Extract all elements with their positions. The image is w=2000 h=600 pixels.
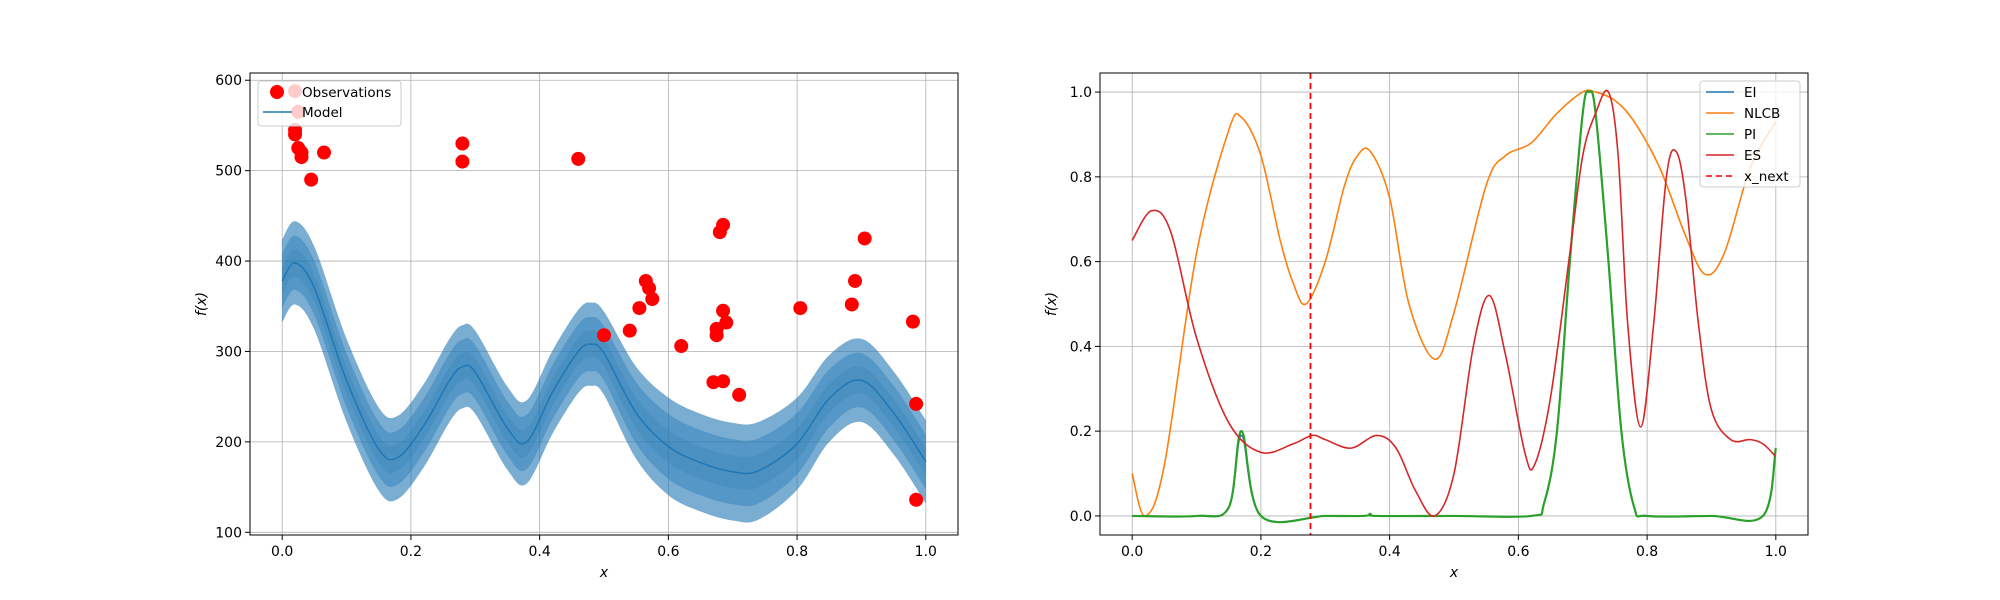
observation-point [455,136,470,151]
observation-point [455,154,470,169]
observation-point [632,301,647,316]
x-tick-label: 0.6 [1507,544,1529,560]
y-tick-label: 200 [215,435,242,451]
legend-label-ei: EI [1744,85,1757,101]
y-axis-label: f(x) [1044,292,1060,316]
series-line-es [1131,89,1777,517]
series-line-nlcb [1131,89,1777,517]
observation-point [317,145,332,160]
observation-point [793,301,808,316]
observation-point [622,323,637,338]
y-axis-label: f(x) [194,292,210,316]
observation-point [294,150,309,165]
x-tick-label: 0.8 [1636,544,1658,560]
model-confidence-band [282,221,926,523]
acquisition-plot: 0.0 0.2 0.4 0.6 0.8 1.0 0.0 0.2 0.4 0.6 0.8 1.0 x f(x… [1044,72,1809,581]
observation-point [304,172,319,187]
observation-point [571,151,586,166]
y-tick-label: 0.2 [1070,424,1092,440]
observation-point [905,314,920,329]
x-tick-label: 0.2 [1250,544,1272,560]
x-tick-label: 0.0 [1121,544,1143,560]
observation-point [597,328,611,343]
series-line-ei [1132,90,1777,523]
plot-area [281,84,927,523]
model-mean-line [281,262,927,475]
x-tick-label: 0.4 [529,544,551,560]
y-tick-label: 400 [215,254,242,270]
legend-label-model: Model [302,105,343,121]
observation-point [716,303,731,318]
gp-model-plot: 0.0 0.2 0.4 0.6 0.8 1.0 100 200 300 400 500 600 x f(x… [194,72,959,581]
x-tick-label: 0.6 [657,544,679,560]
observation-point [909,492,924,507]
legend-label-pi: PI [1744,127,1756,143]
legend-label-nlcb: NLCB [1744,106,1780,122]
plot-area [1131,73,1777,535]
observation-point [645,292,660,307]
legend-box [257,80,402,127]
axes-frame [1099,72,1809,536]
observation-point [719,315,734,330]
x-tick-label: 0.0 [271,544,293,560]
y-tick-label: 0.0 [1070,509,1092,525]
observation-point [909,396,924,411]
x-tick-label: 0.4 [1379,544,1401,560]
x-tick-label: 1.0 [1765,544,1787,560]
observation-point [716,217,731,232]
y-tick-label: 300 [215,344,242,360]
observation-point [844,297,859,312]
observation-point [642,281,657,296]
y-tick-label: 0.4 [1070,339,1092,355]
x-tick-label: 0.2 [400,544,422,560]
observation-point [857,231,872,246]
y-tick-label: 500 [215,164,242,180]
legend-label-observations: Observations [302,85,391,101]
y-tick-label: 1.0 [1070,85,1092,101]
x-tick-label: 1.0 [915,544,937,560]
observation-point [288,127,303,142]
y-tick-label: 0.6 [1070,255,1092,271]
legend-marker-observations [270,85,284,99]
legend-box [1699,80,1801,188]
y-tick-label: 600 [215,73,242,89]
x-tick-label: 0.8 [786,544,808,560]
axes-frame [249,72,959,536]
y-tick-label: 0.8 [1070,170,1092,186]
y-tick-label: 100 [215,525,242,541]
legend: EI NLCB PI ES x_next [1699,80,1801,188]
observation-point [848,273,863,288]
legend-label-es: ES [1744,148,1761,164]
legend: Observations Model [257,80,402,127]
x-axis-label: x [1449,565,1459,581]
observation-point [674,339,689,354]
observation-point [716,374,731,389]
observation-point [732,387,747,402]
legend-label-x-next: x_next [1744,169,1789,185]
series-line-pi [1132,90,1777,524]
x-axis-label: x [599,565,609,581]
